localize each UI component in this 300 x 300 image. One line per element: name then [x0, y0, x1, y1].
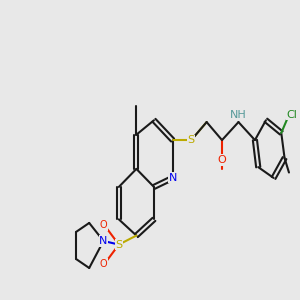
Text: S: S: [188, 135, 195, 145]
Text: S: S: [115, 240, 122, 250]
Text: N: N: [99, 236, 108, 246]
Text: O: O: [100, 220, 108, 230]
Text: N: N: [168, 173, 177, 183]
Text: Cl: Cl: [286, 110, 297, 120]
Text: O: O: [100, 259, 108, 269]
Text: NH: NH: [230, 110, 247, 120]
Text: O: O: [218, 155, 226, 165]
